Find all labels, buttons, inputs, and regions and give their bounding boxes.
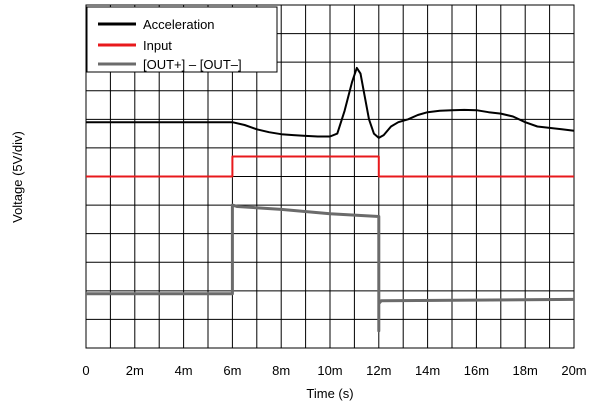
x-axis-label: Time (s): [306, 386, 353, 401]
legend: Acceleration Input [OUT+] – [OUT–]: [86, 6, 278, 73]
series-line-out-out: [86, 203, 575, 333]
x-tick-label: 12m: [366, 363, 391, 378]
x-tick-label: 4m: [175, 363, 193, 378]
x-tick-label: 10m: [317, 363, 342, 378]
legend-label-output: [OUT+] – [OUT–]: [143, 57, 242, 72]
y-axis-label: Voltage (5V/div): [10, 131, 25, 223]
series-line-input: [86, 155, 574, 178]
x-tick-label: 18m: [513, 363, 538, 378]
x-tick-label: 14m: [415, 363, 440, 378]
x-tick-label: 6m: [223, 363, 241, 378]
legend-box: [86, 6, 278, 73]
x-tick-label: 8m: [272, 363, 290, 378]
x-tick-label: 2m: [126, 363, 144, 378]
x-tick-labels: 0 2m 4m 6m 8m 10m 12m 14m 16m 18m 20m: [82, 363, 586, 378]
legend-label-acceleration: Acceleration: [143, 17, 215, 32]
legend-label-input: Input: [143, 38, 172, 53]
x-tick-label: 16m: [464, 363, 489, 378]
series-layer: [86, 66, 575, 333]
x-tick-label: 0: [82, 363, 89, 378]
series-line-acceleration: [86, 66, 575, 139]
x-tick-label: 20m: [561, 363, 586, 378]
